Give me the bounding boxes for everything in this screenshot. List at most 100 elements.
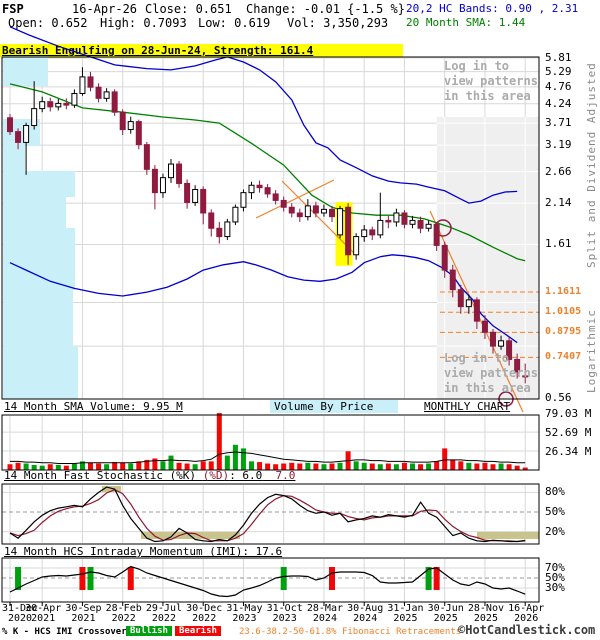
volume-bar: [393, 464, 399, 470]
hc-bands-value: 20,2 HC Bands: 0.90 , 2.31: [406, 2, 579, 15]
price-axis-label: 4.76: [545, 79, 572, 93]
date-tick-label: 31-Dec 2020: [1, 603, 39, 624]
volume-bar: [466, 462, 472, 470]
volume-by-price-bar: [3, 146, 25, 171]
footer-fibonacci-label: 23.6-38.2-50-61.8% Fibonacci Retracement…: [239, 627, 462, 637]
candle-body: [473, 299, 480, 322]
volume-bar: [418, 464, 424, 470]
volume-bar: [39, 465, 45, 470]
volume-bar: [450, 459, 456, 470]
bullish-signal-bar: [15, 567, 22, 590]
fibonacci-diagonal-line: [255, 179, 335, 219]
candle-body: [401, 212, 408, 225]
candle-body: [15, 131, 22, 143]
candle-body: [111, 91, 118, 113]
volume-by-price-bar: [3, 228, 75, 290]
price-axis-label: 1.61: [545, 237, 572, 251]
candle-body: [7, 117, 13, 133]
volume-bar: [313, 463, 319, 470]
candle-body: [63, 102, 70, 106]
bullish-signal-bar: [87, 567, 94, 590]
volume-bar: [47, 464, 53, 470]
stochastic-k-line: [9, 486, 526, 543]
candle-body: [192, 189, 199, 203]
main-chart-border: [1, 56, 540, 400]
candle-body: [409, 219, 416, 225]
candle-body: [87, 76, 94, 88]
imi-panel-border: [1, 557, 540, 603]
candle-body: [248, 184, 255, 194]
low-value: Low: 0.619: [198, 16, 271, 30]
volume-bar: [200, 461, 206, 470]
ticker-symbol: FSP: [2, 2, 24, 16]
axis-scale-label: Logarithmic: [585, 309, 598, 393]
volume-axis-label: 52.69 M: [545, 426, 592, 440]
candle-body: [39, 101, 46, 110]
imi-axis-label: 70%: [545, 561, 565, 574]
date-tick-label: 30-Sep 2021: [65, 603, 102, 624]
price-axis-label: 5.29: [545, 64, 572, 78]
volume-bar: [377, 464, 383, 470]
date-tick-label: 28-Nov 2025: [467, 603, 504, 624]
stochastic-panel-border: [1, 483, 540, 545]
bearish-signal-bar: [433, 567, 440, 590]
volume-bar: [7, 464, 13, 470]
date-tick-label: 30-Jun 2025: [427, 603, 464, 624]
imi-line: [9, 565, 526, 598]
volume-bar: [281, 463, 287, 470]
login-watermark-bottom[interactable]: Log in to view patterns in this area: [444, 351, 538, 395]
price-axis-label: 3.19: [545, 138, 572, 152]
volume-bar: [168, 455, 174, 470]
volume-by-price-bar: [3, 347, 78, 399]
volume-bar: [490, 464, 496, 470]
volume-bar: [31, 464, 37, 470]
candle-body: [361, 229, 368, 238]
price-axis-label: 5.81: [545, 50, 572, 64]
login-watermark-top[interactable]: Log in to view patterns in this area: [444, 59, 538, 103]
volume-bar: [522, 467, 528, 470]
fibonacci-diagonal-line: [281, 180, 357, 256]
volume-bar: [112, 462, 118, 470]
open-value: Open: 0.652: [8, 16, 88, 30]
volume-bar: [128, 463, 134, 470]
volume-bar: [353, 461, 359, 470]
chart-interval-label: MONTHLY CHART: [424, 400, 511, 413]
candle-body: [143, 144, 150, 170]
date-tick-label: 31-Jan 2025: [387, 603, 424, 624]
imi-panel-title: 14 Month HCS Intraday Momentum (IMI): 17…: [4, 545, 283, 558]
candle-body: [304, 205, 311, 218]
stochastic-axis-label: 50%: [545, 505, 565, 518]
volume-by-price-label: Volume By Price: [270, 400, 398, 413]
candle-body: [385, 219, 392, 223]
candle-body: [296, 212, 303, 218]
stochastic-axis-label: 80%: [545, 485, 565, 499]
volume-bar: [232, 444, 238, 470]
price-axis-label: 0.56: [545, 391, 572, 404]
imi-axis-label: 50%: [545, 571, 565, 584]
bearish-badge: Bearish: [175, 626, 221, 636]
pattern-circle-marker: [434, 219, 452, 237]
hc-upper-band-line: [9, 26, 518, 204]
date-tick-label: 28-Feb 2022: [105, 603, 142, 624]
copyright-link[interactable]: ©HotCandlestick.com: [458, 623, 596, 637]
candle-body: [393, 212, 400, 223]
pattern-alert-banner[interactable]: Bearish Engulfing on 28-Jun-24, Strength…: [0, 44, 403, 57]
candle-body: [159, 177, 166, 194]
volume-bar: [289, 462, 295, 470]
volume-bar: [385, 463, 391, 470]
volume-sma-line: [10, 451, 526, 464]
volume-bar: [474, 463, 480, 470]
sma20-line: [9, 83, 526, 262]
volume-bar: [160, 461, 166, 470]
candle-body: [71, 92, 78, 106]
candle-body: [200, 189, 207, 214]
price-axis-label: 3.71: [545, 116, 572, 130]
volume-bar: [482, 462, 488, 470]
volume-bar: [337, 462, 343, 470]
candle-body: [465, 299, 472, 308]
volume-bar: [55, 464, 61, 470]
candle-body: [369, 229, 376, 236]
fibonacci-axis-label: 0.7407: [545, 351, 582, 363]
